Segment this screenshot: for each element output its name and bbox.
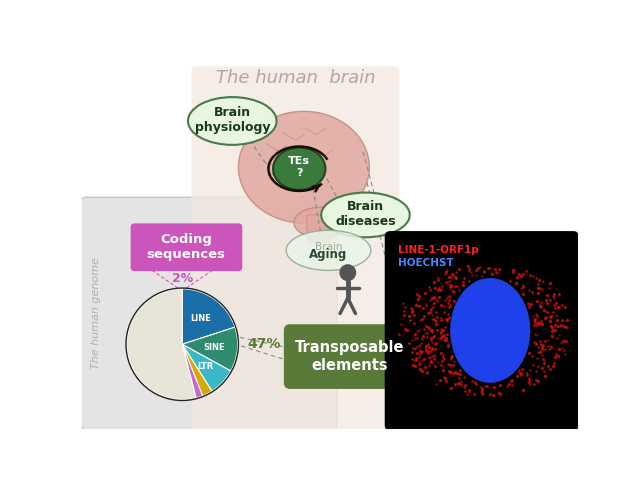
Ellipse shape bbox=[466, 298, 515, 362]
Ellipse shape bbox=[460, 292, 520, 369]
Text: TEs
?: TEs ? bbox=[289, 156, 310, 178]
Wedge shape bbox=[182, 344, 231, 391]
Text: Brain: Brain bbox=[315, 242, 342, 252]
Ellipse shape bbox=[450, 278, 530, 383]
Ellipse shape bbox=[473, 308, 507, 352]
FancyBboxPatch shape bbox=[384, 231, 579, 430]
Wedge shape bbox=[182, 327, 238, 371]
Ellipse shape bbox=[238, 111, 369, 223]
Text: 47%: 47% bbox=[248, 337, 281, 351]
Ellipse shape bbox=[463, 295, 517, 366]
Text: Brain
diseases: Brain diseases bbox=[335, 200, 396, 228]
Text: SINE: SINE bbox=[204, 343, 225, 352]
Wedge shape bbox=[127, 289, 196, 400]
Ellipse shape bbox=[458, 288, 522, 373]
FancyBboxPatch shape bbox=[284, 324, 415, 389]
Ellipse shape bbox=[471, 305, 509, 356]
Text: Transposable
elements: Transposable elements bbox=[295, 340, 404, 373]
Circle shape bbox=[339, 264, 356, 281]
Wedge shape bbox=[182, 344, 203, 398]
FancyBboxPatch shape bbox=[131, 223, 242, 271]
Text: LINE: LINE bbox=[191, 314, 211, 323]
FancyBboxPatch shape bbox=[81, 197, 337, 430]
Text: LTR: LTR bbox=[198, 362, 214, 371]
Wedge shape bbox=[182, 344, 212, 396]
Ellipse shape bbox=[478, 315, 502, 346]
Ellipse shape bbox=[476, 312, 504, 349]
Ellipse shape bbox=[455, 285, 525, 376]
Ellipse shape bbox=[484, 322, 497, 339]
FancyBboxPatch shape bbox=[191, 67, 399, 430]
Text: LINE-1-ORF1p: LINE-1-ORF1p bbox=[398, 245, 478, 255]
Text: HOECHST: HOECHST bbox=[398, 258, 453, 268]
Text: Brain
physiology: Brain physiology bbox=[194, 106, 270, 134]
Text: The human  brain: The human brain bbox=[216, 68, 376, 87]
Text: 2%: 2% bbox=[171, 271, 193, 284]
Ellipse shape bbox=[481, 319, 499, 342]
Text: The human genome: The human genome bbox=[91, 257, 101, 369]
Text: Coding
sequences: Coding sequences bbox=[147, 233, 225, 261]
Wedge shape bbox=[182, 289, 235, 344]
Ellipse shape bbox=[450, 278, 530, 383]
Ellipse shape bbox=[486, 325, 494, 335]
Ellipse shape bbox=[188, 97, 276, 145]
Ellipse shape bbox=[273, 147, 325, 190]
FancyBboxPatch shape bbox=[307, 215, 331, 242]
Ellipse shape bbox=[321, 193, 410, 237]
Ellipse shape bbox=[294, 207, 348, 238]
Text: Aging: Aging bbox=[309, 248, 348, 261]
Ellipse shape bbox=[468, 302, 512, 359]
Ellipse shape bbox=[286, 230, 371, 270]
Ellipse shape bbox=[453, 281, 527, 379]
